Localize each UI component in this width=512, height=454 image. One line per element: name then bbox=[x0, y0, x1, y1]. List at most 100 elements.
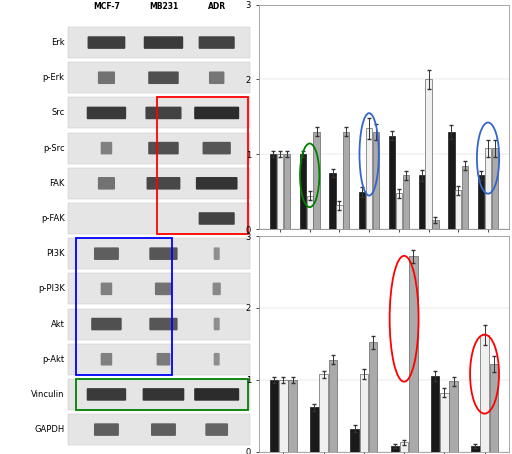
Bar bbox=[343, 132, 349, 229]
FancyBboxPatch shape bbox=[214, 353, 220, 365]
FancyBboxPatch shape bbox=[148, 142, 179, 154]
Bar bbox=[69, 27, 250, 58]
Bar bbox=[300, 154, 306, 229]
Bar bbox=[157, 98, 248, 234]
FancyBboxPatch shape bbox=[88, 36, 125, 49]
Bar bbox=[471, 446, 480, 452]
Bar bbox=[480, 335, 489, 452]
Bar bbox=[402, 175, 409, 229]
Bar bbox=[270, 154, 276, 229]
Text: p-FAK: p-FAK bbox=[41, 214, 65, 223]
Bar bbox=[279, 380, 288, 452]
Bar bbox=[409, 256, 418, 452]
FancyBboxPatch shape bbox=[209, 71, 224, 84]
Text: p-Akt: p-Akt bbox=[42, 355, 65, 364]
FancyBboxPatch shape bbox=[196, 177, 238, 190]
Bar bbox=[69, 379, 250, 410]
FancyBboxPatch shape bbox=[143, 388, 184, 401]
Text: Erk: Erk bbox=[51, 38, 65, 47]
Bar bbox=[284, 154, 290, 229]
Bar bbox=[69, 273, 250, 304]
Bar bbox=[373, 132, 379, 229]
FancyBboxPatch shape bbox=[101, 282, 112, 295]
Legend: MCF-7, MDA-MB231, MCF-7/ADR: MCF-7, MDA-MB231, MCF-7/ADR bbox=[262, 287, 388, 298]
Text: PI3K: PI3K bbox=[46, 249, 65, 258]
FancyBboxPatch shape bbox=[101, 142, 112, 154]
FancyBboxPatch shape bbox=[144, 36, 183, 49]
Bar bbox=[69, 168, 250, 199]
Bar bbox=[69, 62, 250, 93]
FancyBboxPatch shape bbox=[148, 71, 179, 84]
Bar bbox=[419, 175, 425, 229]
Bar bbox=[288, 380, 297, 452]
FancyBboxPatch shape bbox=[87, 107, 126, 119]
Bar bbox=[69, 238, 250, 269]
FancyBboxPatch shape bbox=[98, 177, 115, 190]
Bar bbox=[396, 193, 402, 229]
FancyBboxPatch shape bbox=[94, 247, 119, 260]
Text: MCF-7: MCF-7 bbox=[93, 2, 120, 11]
FancyBboxPatch shape bbox=[194, 107, 239, 119]
Bar bbox=[329, 173, 336, 229]
Bar bbox=[69, 414, 250, 445]
FancyBboxPatch shape bbox=[91, 318, 122, 331]
Bar bbox=[69, 309, 250, 340]
Bar bbox=[69, 133, 250, 163]
Bar bbox=[313, 132, 319, 229]
FancyBboxPatch shape bbox=[157, 353, 170, 365]
Bar bbox=[400, 442, 409, 452]
FancyBboxPatch shape bbox=[214, 318, 220, 331]
Bar bbox=[366, 128, 372, 229]
Text: ADR: ADR bbox=[208, 2, 226, 11]
FancyBboxPatch shape bbox=[199, 36, 234, 49]
FancyBboxPatch shape bbox=[214, 247, 220, 260]
Bar bbox=[76, 238, 173, 375]
FancyBboxPatch shape bbox=[155, 282, 172, 295]
Bar bbox=[270, 380, 279, 452]
Bar bbox=[478, 175, 484, 229]
Bar bbox=[69, 344, 250, 375]
Bar bbox=[319, 374, 328, 452]
FancyBboxPatch shape bbox=[150, 318, 178, 331]
Bar bbox=[449, 132, 455, 229]
Text: p-PI3K: p-PI3K bbox=[38, 284, 65, 293]
FancyBboxPatch shape bbox=[150, 247, 178, 260]
Text: FAK: FAK bbox=[49, 179, 65, 188]
FancyBboxPatch shape bbox=[98, 71, 115, 84]
Bar bbox=[431, 376, 439, 452]
Text: Src: Src bbox=[51, 109, 65, 118]
Bar bbox=[425, 79, 432, 229]
Bar bbox=[455, 190, 461, 229]
FancyBboxPatch shape bbox=[151, 423, 176, 436]
Text: Vinculin: Vinculin bbox=[31, 390, 65, 399]
Bar bbox=[489, 364, 498, 452]
FancyBboxPatch shape bbox=[146, 177, 180, 190]
FancyBboxPatch shape bbox=[87, 388, 126, 401]
Bar bbox=[440, 393, 449, 452]
FancyBboxPatch shape bbox=[145, 107, 182, 119]
Text: Akt: Akt bbox=[51, 320, 65, 329]
Bar bbox=[69, 98, 250, 128]
Bar bbox=[69, 203, 250, 234]
FancyBboxPatch shape bbox=[101, 353, 112, 365]
Bar bbox=[492, 148, 498, 229]
Bar bbox=[369, 342, 377, 452]
Bar bbox=[329, 360, 337, 452]
Bar bbox=[391, 446, 399, 452]
Bar bbox=[359, 374, 368, 452]
Bar bbox=[450, 381, 458, 452]
FancyBboxPatch shape bbox=[94, 423, 119, 436]
Bar bbox=[462, 166, 468, 229]
Title: Control: Control bbox=[364, 0, 404, 2]
Bar bbox=[336, 205, 343, 229]
Bar bbox=[485, 148, 491, 229]
Bar bbox=[277, 154, 283, 229]
FancyBboxPatch shape bbox=[205, 423, 228, 436]
Text: MB231: MB231 bbox=[149, 2, 178, 11]
Bar bbox=[307, 196, 313, 229]
Bar bbox=[389, 136, 395, 229]
FancyBboxPatch shape bbox=[212, 282, 221, 295]
FancyBboxPatch shape bbox=[203, 142, 231, 154]
Bar bbox=[432, 220, 439, 229]
Text: GAPDH: GAPDH bbox=[34, 425, 65, 434]
